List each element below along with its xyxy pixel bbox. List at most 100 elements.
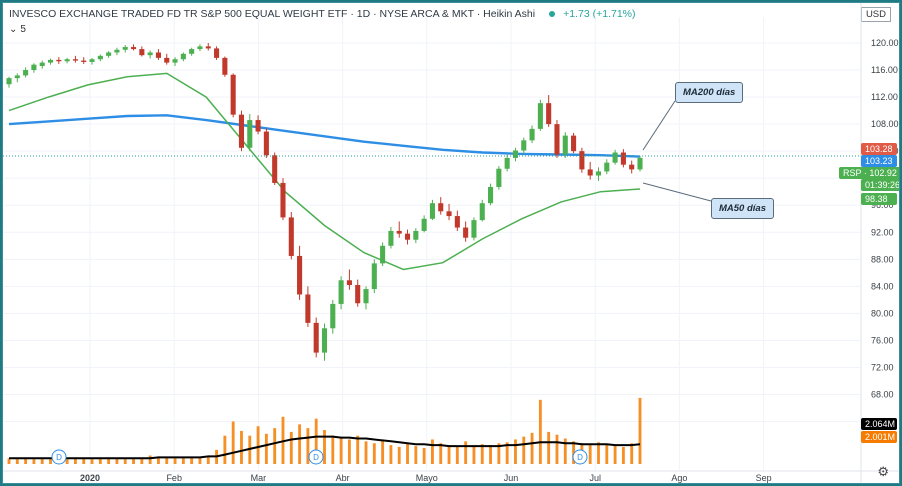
candle-body xyxy=(471,220,477,238)
dividend-circle xyxy=(51,449,67,465)
candle-body xyxy=(280,182,286,218)
time-tick-label: Sep xyxy=(756,473,772,483)
time-tick-label: Mayo xyxy=(416,473,438,483)
volume-bar xyxy=(489,445,492,464)
price-chart[interactable]: 120.00116.00112.00108.00104.00100.0096.0… xyxy=(3,3,899,483)
candle-body xyxy=(620,152,626,165)
indicator-collapse-toggle[interactable]: ⌄ 5 xyxy=(9,24,26,35)
volume-bar xyxy=(605,444,609,464)
currency-unit[interactable]: USD xyxy=(860,7,891,22)
dividend-label: D xyxy=(577,453,583,462)
chart-grid xyxy=(3,3,899,483)
candle-body xyxy=(429,203,435,219)
price-tag: 103.23 xyxy=(861,155,897,167)
candle-body xyxy=(546,103,552,125)
price-tags: 103.28 103.23 RSP · 102.92 01:39:26 98.38 2.0… xyxy=(839,143,899,443)
candle-body xyxy=(454,216,460,228)
price-tick-label: 120.00 xyxy=(871,38,899,48)
volume-bar xyxy=(530,432,534,464)
volume-bar xyxy=(638,397,642,464)
price-tag-bg xyxy=(861,179,899,191)
price-tag: 103.28 xyxy=(861,143,897,155)
time-tick-label: Jul xyxy=(589,473,601,483)
volume-bar xyxy=(65,459,69,464)
candle-body xyxy=(56,59,62,62)
volume-bar xyxy=(455,447,459,464)
chevron-down-icon[interactable]: ⌄ xyxy=(9,24,18,35)
ma200-callout[interactable]: MA200 días xyxy=(675,82,744,103)
volume-bar xyxy=(190,456,194,464)
volume-bar xyxy=(306,428,310,464)
price-tick-label: 84.00 xyxy=(871,281,894,291)
volume-bar xyxy=(422,447,426,464)
volume-bar xyxy=(514,439,517,464)
ma50-line xyxy=(8,72,641,271)
volume-bar xyxy=(572,441,576,464)
volume-bar xyxy=(597,442,600,464)
candle-body xyxy=(446,211,452,217)
candle-body xyxy=(612,152,618,163)
candle-body xyxy=(421,218,427,231)
indicator-count: 5 xyxy=(20,24,26,35)
candle-body xyxy=(380,245,386,264)
candle-body xyxy=(214,48,220,58)
candle-body xyxy=(330,303,336,329)
volume-bar xyxy=(115,458,119,464)
candle-body xyxy=(272,155,278,183)
price-tag-label: 98.38 xyxy=(865,194,888,204)
candle-body xyxy=(363,289,369,304)
candle-body xyxy=(39,62,45,66)
candle-body xyxy=(31,64,37,71)
candle-body xyxy=(297,255,303,295)
gear-icon[interactable]: ⚙ xyxy=(877,464,889,479)
ma50-pointer xyxy=(642,182,712,202)
volume-bar xyxy=(98,458,102,464)
candle-body xyxy=(463,227,469,238)
price-change: +1.73 (+1.71%) xyxy=(563,8,636,20)
price-tag-bg xyxy=(839,167,899,179)
price-tag-label: 103.28 xyxy=(865,144,893,154)
candle-body xyxy=(197,46,203,50)
volume-bar xyxy=(107,457,111,464)
candle-body xyxy=(371,263,377,290)
volume-bar xyxy=(563,438,567,464)
volume-bar xyxy=(505,442,509,464)
candle-body xyxy=(496,168,502,187)
candle-body xyxy=(438,203,444,212)
candle-body xyxy=(247,120,253,148)
volume-bar xyxy=(314,418,318,464)
candle-body xyxy=(222,57,228,75)
volume-bar xyxy=(264,433,268,464)
candle-body xyxy=(23,70,29,76)
volume-bar xyxy=(356,435,360,464)
price-tick-label: 116.00 xyxy=(871,65,898,75)
volume-bar xyxy=(40,458,44,464)
candle-body xyxy=(355,285,361,304)
price-tick-label: 80.00 xyxy=(871,308,894,318)
volume-bar xyxy=(223,435,227,464)
volume-bar xyxy=(256,426,260,464)
volume-bar xyxy=(173,458,177,464)
candle-body xyxy=(155,52,161,58)
volume-bar xyxy=(206,455,210,464)
volume-bar xyxy=(613,446,617,464)
candle-body xyxy=(346,280,352,286)
candle-body xyxy=(130,47,137,50)
volume-bar xyxy=(372,443,376,464)
volume-bar xyxy=(181,457,185,464)
dividend-circle xyxy=(308,449,324,465)
price-tag-bg xyxy=(861,418,897,430)
candle-body xyxy=(321,328,328,353)
dividend-marker: D xyxy=(51,449,67,465)
ma50-callout[interactable]: MA50 días xyxy=(711,198,774,219)
volume-bar xyxy=(32,459,36,464)
time-tick-label: Jun xyxy=(504,473,519,483)
volume-bar xyxy=(90,459,94,464)
volume-bars xyxy=(7,397,642,464)
candle-body xyxy=(637,157,643,170)
volume-bar xyxy=(15,459,19,464)
volume-bar xyxy=(397,447,401,464)
candle-body xyxy=(488,186,494,204)
candle-body xyxy=(180,53,186,60)
